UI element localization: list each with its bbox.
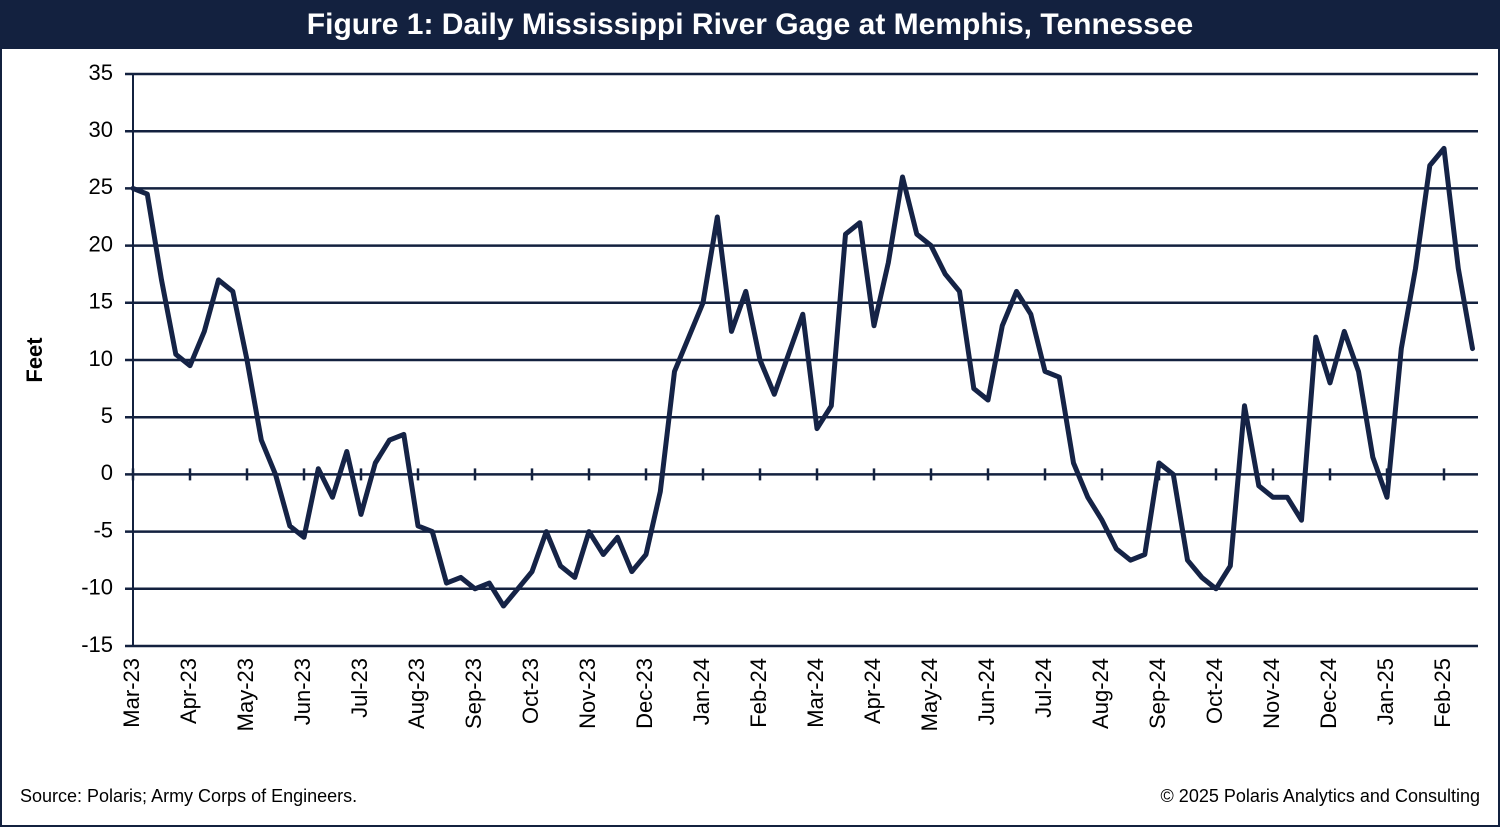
y-tick-label: 35 [89, 60, 113, 85]
x-tick-label: Dec-24 [1316, 658, 1341, 729]
x-tick-label: Feb-25 [1430, 658, 1455, 728]
y-tick-label: 10 [89, 346, 113, 371]
y-tick-label: 5 [101, 403, 113, 428]
x-tick-label: Jun-24 [974, 658, 999, 725]
x-tick-label: Oct-23 [518, 658, 543, 724]
x-tick-label: Sep-23 [461, 658, 486, 729]
x-tick-label: Apr-24 [860, 658, 885, 724]
x-tick-label: Jan-25 [1373, 658, 1398, 725]
y-tick-label: 30 [89, 117, 113, 142]
x-tick-label: Jan-24 [689, 658, 714, 725]
x-tick-label: Mar-24 [803, 658, 828, 728]
y-tick-label: 25 [89, 174, 113, 199]
y-tick-label: 0 [101, 460, 113, 485]
x-tick-label: Sep-24 [1145, 658, 1170, 729]
source-note: Source: Polaris; Army Corps of Engineers… [20, 786, 357, 806]
x-tick-label: Mar-23 [119, 658, 144, 728]
x-tick-label: Nov-24 [1259, 658, 1284, 729]
x-tick-label: Jun-23 [290, 658, 315, 725]
y-tick-label: 20 [89, 231, 113, 256]
x-tick-label: May-24 [917, 658, 942, 731]
x-tick-label: Aug-23 [404, 658, 429, 729]
y-tick-label: 15 [89, 289, 113, 314]
y-tick-label: -5 [93, 517, 113, 542]
x-tick-label: Feb-24 [746, 658, 771, 728]
copyright-note: © 2025 Polaris Analytics and Consulting [1161, 786, 1480, 806]
y-tick-label: -10 [81, 575, 113, 600]
x-tick-label: Jul-24 [1031, 658, 1056, 718]
y-tick-label: -15 [81, 632, 113, 657]
y-axis-label: Feet [22, 337, 47, 383]
title-banner [0, 0, 1500, 49]
x-tick-label: Oct-24 [1202, 658, 1227, 724]
chart-title: Figure 1: Daily Mississippi River Gage a… [307, 8, 1193, 41]
x-tick-label: May-23 [233, 658, 258, 731]
x-tick-label: Nov-23 [575, 658, 600, 729]
data-line [130, 145, 1475, 609]
x-tick-label: Jul-23 [347, 658, 372, 718]
x-tick-label: Dec-23 [632, 658, 657, 729]
x-tick-label: Aug-24 [1088, 658, 1113, 729]
x-tick-label: Apr-23 [176, 658, 201, 724]
